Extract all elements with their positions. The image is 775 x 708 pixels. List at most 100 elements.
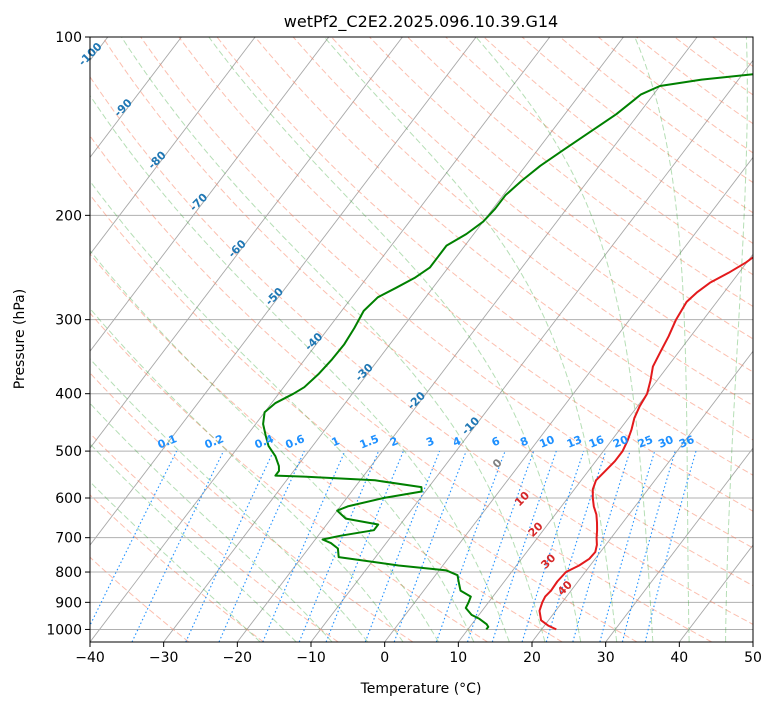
dewpoint-profile-line xyxy=(262,73,753,631)
dry-adiabat-line xyxy=(292,37,753,407)
y-tick-label: 400 xyxy=(55,387,82,403)
mixing-ratio-label: 30 xyxy=(656,433,675,451)
isotherm-line xyxy=(90,37,256,256)
isotherm-line xyxy=(236,37,698,642)
mixing-ratio-line xyxy=(262,450,346,642)
dry-adiabat-line xyxy=(674,37,753,96)
dry-adiabat-line xyxy=(216,37,753,476)
isotherm-line xyxy=(90,37,182,159)
moist-adiabat-line xyxy=(90,249,439,642)
mixing-ratio-line xyxy=(131,450,224,642)
y-tick-label: 700 xyxy=(55,531,82,547)
isotherm-line xyxy=(752,641,753,642)
plot-frame xyxy=(89,36,754,643)
sounding-profiles xyxy=(262,73,753,631)
x-tick-label: 10 xyxy=(449,650,467,666)
mixing-ratio-line xyxy=(572,450,631,642)
moist-adiabat-label: 30 xyxy=(538,551,558,571)
mixing-ratio-label: 10 xyxy=(537,433,556,451)
dry-adiabat-label: -10 xyxy=(459,414,482,437)
dry-adiabat-line xyxy=(254,37,753,441)
mixing-ratio-line xyxy=(218,450,305,642)
dry-adiabat-line xyxy=(90,75,753,625)
moist-adiabat-label: 0 xyxy=(490,456,505,471)
dry-adiabat-line xyxy=(178,37,753,512)
moist-adiabat-line xyxy=(90,94,510,642)
mixing-ratio-line xyxy=(491,450,557,642)
mixing-ratio-lines xyxy=(90,450,697,642)
isotherm-line xyxy=(531,350,753,642)
dry-adiabat-line xyxy=(90,556,190,642)
moist-adiabat-line xyxy=(90,443,297,642)
mixing-ratio-line xyxy=(644,450,697,642)
x-tick-label: 0 xyxy=(380,650,389,666)
mixing-ratio-label: 3 xyxy=(424,434,436,449)
dry-adiabat-line xyxy=(90,372,414,642)
dry-adiabat-label: -60 xyxy=(226,237,249,260)
dry-adiabat-label: -70 xyxy=(187,190,210,213)
y-tick-label: 800 xyxy=(55,565,82,581)
dry-adiabat-line xyxy=(140,37,753,549)
dry-adiabat-line xyxy=(90,432,339,642)
moist-adiabat-line xyxy=(121,37,546,642)
mixing-ratio-label: 0.2 xyxy=(203,432,226,451)
mixing-ratio-label: 25 xyxy=(636,433,655,451)
x-tick-label: 50 xyxy=(744,650,762,666)
dry-adiabat-line xyxy=(597,37,753,154)
dry-adiabat-line xyxy=(90,135,712,642)
mixing-ratio-label: 6 xyxy=(490,434,502,449)
x-tick-label: 40 xyxy=(670,650,688,666)
moist-adiabat-line xyxy=(725,37,748,642)
mixing-ratio-line xyxy=(599,450,656,642)
isotherm-line xyxy=(90,37,330,352)
mixing-ratio-label: 0.1 xyxy=(156,432,179,451)
axes: −40 −30 −20 −10 0 10 20 30 40 5010020030040050060… xyxy=(46,30,762,666)
dry-adiabat-label: -40 xyxy=(302,330,325,353)
temperature-profile-line xyxy=(538,256,753,631)
mixing-ratio-line xyxy=(621,450,676,642)
y-tick-label: 100 xyxy=(55,30,82,46)
mixing-ratio-label: 16 xyxy=(587,433,606,451)
moist-adiabat-line xyxy=(323,37,618,642)
mixing-ratio-line xyxy=(435,450,506,642)
dry-adiabat-line xyxy=(102,37,753,587)
isotherm-line xyxy=(163,37,624,642)
dry-adiabat-line xyxy=(483,37,753,245)
dry-adiabat-label: -20 xyxy=(405,389,428,412)
dry-adiabat-line xyxy=(90,194,638,642)
x-tick-label: 30 xyxy=(597,650,615,666)
x-tick-label: 20 xyxy=(523,650,541,666)
moist-adiabats xyxy=(90,37,748,642)
mixing-ratio-label: 36 xyxy=(677,433,696,451)
mixing-ratio-label: 0.4 xyxy=(253,432,276,451)
moist-adiabat-line xyxy=(90,357,369,642)
y-tick-label: 600 xyxy=(55,491,82,507)
dry-adiabat-line xyxy=(407,37,753,308)
mixing-ratio-line xyxy=(521,450,585,642)
dry-adiabat-line xyxy=(90,494,264,642)
x-tick-label: −30 xyxy=(149,650,179,666)
moist-adiabat-line xyxy=(208,37,582,642)
mixing-ratio-label: 0.6 xyxy=(284,432,307,451)
dry-adiabat-line xyxy=(369,37,753,340)
y-tick-label: 300 xyxy=(55,313,82,329)
isotherm-line xyxy=(605,447,753,642)
mixing-ratio-label: 2 xyxy=(388,434,400,449)
isotherm-line xyxy=(384,156,753,642)
dry-adiabat-line xyxy=(636,37,753,125)
moist-adiabat-line xyxy=(634,37,690,642)
mixing-ratio-label: 13 xyxy=(565,433,584,451)
mixing-ratio-line xyxy=(393,450,467,642)
mixing-ratio-label: 20 xyxy=(611,433,630,451)
isotherm-line xyxy=(90,37,477,546)
y-tick-label: 900 xyxy=(55,595,82,611)
dry-adiabat-line xyxy=(521,37,753,214)
mixing-ratio-label: 1.5 xyxy=(358,432,381,451)
chart-title: wetPf2_C2E2.2025.096.10.39.G14 xyxy=(284,12,558,32)
dry-adiabat-label: -50 xyxy=(263,285,286,308)
dry-adiabat-line xyxy=(90,312,488,642)
y-tick-label: 500 xyxy=(55,444,82,460)
dry-adiabat-line xyxy=(331,37,753,373)
moist-adiabat-line xyxy=(90,307,404,642)
skewed-isotherms xyxy=(90,37,753,642)
